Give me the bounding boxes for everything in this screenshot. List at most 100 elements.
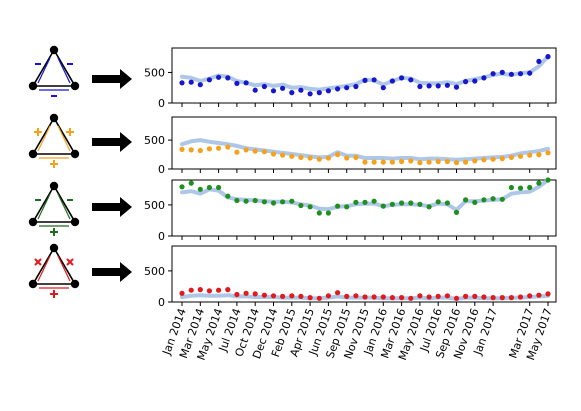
- data-point: [481, 75, 487, 81]
- data-point: [508, 295, 514, 301]
- y-tick-label: 500: [144, 134, 165, 147]
- arrow-2: [92, 132, 132, 152]
- data-point: [490, 196, 496, 202]
- motif-sign-cross: [34, 258, 42, 266]
- data-point: [545, 291, 551, 297]
- data-point: [316, 295, 322, 301]
- data-point: [444, 158, 450, 165]
- chart-panel-4: 0 500: [144, 245, 557, 309]
- data-point: [453, 295, 460, 301]
- data-point: [444, 293, 450, 299]
- motif-triangle: [31, 48, 77, 87]
- data-point: [389, 295, 395, 301]
- chart-panel-3: 0 500: [144, 177, 557, 243]
- motif-node: [49, 45, 59, 55]
- data-point: [234, 291, 240, 298]
- y-tick-label: 500: [144, 199, 165, 212]
- motif-edge-right: [57, 57, 71, 84]
- motif-edge-right: [57, 255, 71, 282]
- data-point: [188, 287, 194, 293]
- data-point: [252, 87, 258, 93]
- data-point: [261, 149, 267, 155]
- data-point: [435, 293, 441, 299]
- data-point: [316, 210, 322, 216]
- data-point: [435, 83, 441, 89]
- data-point: [344, 204, 350, 210]
- data-point: [435, 158, 441, 165]
- motif-sign-plus: [66, 128, 74, 136]
- panel-frame: [171, 179, 557, 237]
- y-tick-label: 0: [158, 163, 165, 176]
- data-point: [216, 287, 222, 293]
- arrow-1: [92, 69, 132, 89]
- data-point: [408, 158, 414, 164]
- motif-icon-minus-minus-plus: [28, 181, 80, 236]
- motif-icon-plus-plus-plus: [28, 113, 80, 168]
- data-point: [453, 84, 460, 90]
- data-point: [353, 83, 359, 90]
- data-point: [536, 180, 542, 186]
- motif-edge-right: [57, 125, 71, 152]
- motif-node: [28, 81, 38, 91]
- data-point: [197, 287, 203, 293]
- data-point: [243, 80, 249, 86]
- data-point: [417, 201, 423, 207]
- data-point: [325, 293, 331, 299]
- data-point: [472, 199, 478, 205]
- data-point: [499, 69, 505, 75]
- data-point: [399, 158, 405, 165]
- data-point: [517, 153, 524, 159]
- data-point: [353, 199, 359, 205]
- data-point: [371, 198, 377, 204]
- data-point: [206, 146, 212, 152]
- data-point: [362, 159, 368, 165]
- data-point: [216, 74, 222, 80]
- data-point: [252, 291, 258, 297]
- motif-sign-plus: [34, 128, 42, 136]
- data-point: [536, 152, 542, 158]
- motif-sign-plus: [50, 160, 58, 168]
- data-point: [499, 196, 505, 202]
- data-point: [371, 159, 377, 165]
- motif-sign-plus: [50, 228, 58, 236]
- data-point: [490, 156, 496, 162]
- data-point: [389, 159, 395, 165]
- motif-sign-plus: [50, 290, 58, 298]
- data-point: [188, 147, 194, 153]
- data-point: [362, 199, 368, 205]
- data-point: [426, 204, 432, 210]
- motif-edge-left: [37, 125, 51, 152]
- data-point: [298, 202, 304, 209]
- data-point: [179, 290, 185, 296]
- data-point: [463, 159, 469, 165]
- motif-node: [70, 279, 80, 289]
- data-point: [517, 71, 524, 77]
- data-point: [307, 295, 313, 301]
- data-point: [188, 79, 194, 85]
- data-point: [380, 159, 386, 165]
- data-point: [517, 185, 524, 191]
- data-point: [335, 152, 341, 158]
- data-point: [472, 78, 478, 84]
- data-point: [252, 148, 258, 154]
- motif-icons-column: [28, 45, 80, 298]
- data-point: [225, 75, 231, 81]
- data-point: [362, 294, 368, 300]
- data-point: [545, 54, 551, 60]
- data-point: [527, 184, 533, 191]
- data-point: [463, 293, 469, 299]
- data-point: [371, 77, 377, 83]
- motif-edge-right: [57, 193, 71, 220]
- data-point: [508, 184, 514, 191]
- data-point: [188, 180, 194, 186]
- data-point: [179, 146, 185, 152]
- data-point: [472, 158, 478, 164]
- data-point: [545, 177, 551, 183]
- data-point: [289, 153, 295, 159]
- data-point: [243, 198, 249, 204]
- data-point: [252, 197, 258, 204]
- data-point: [325, 155, 331, 161]
- data-point: [490, 71, 496, 77]
- data-point: [426, 83, 432, 89]
- data-point: [408, 77, 414, 83]
